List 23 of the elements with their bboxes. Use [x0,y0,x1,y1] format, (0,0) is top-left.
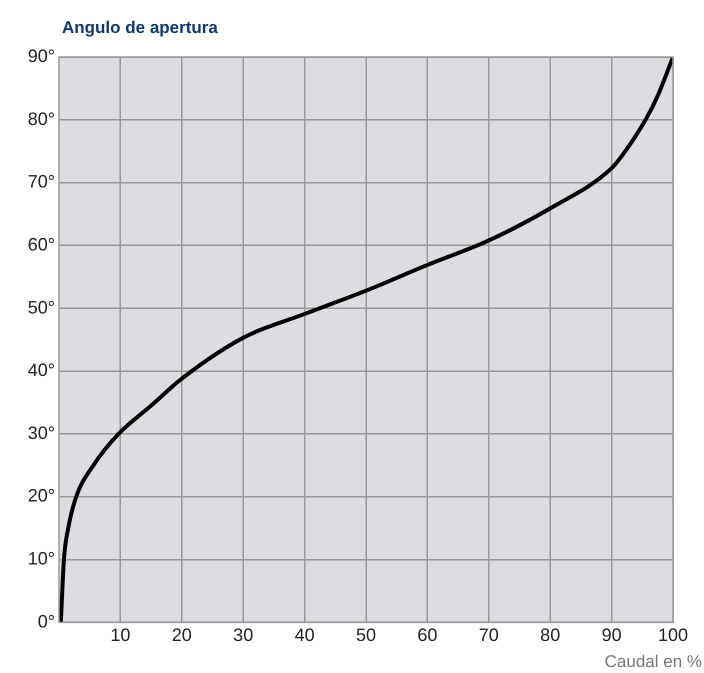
y-tick-label: 50° [28,297,55,318]
y-tick-label: 40° [28,360,55,380]
y-tick-label: 80° [28,108,55,129]
x-tick-label: 20 [172,625,192,646]
x-tick-label: 90 [602,625,622,646]
y-tick-label: 90° [28,46,55,66]
chart-title: Angulo de apertura [62,18,218,38]
y-tick-label: 10° [28,548,55,569]
x-tick-label: 50 [356,625,376,646]
x-tick-label: 100 [658,625,688,646]
y-tick-label: 20° [28,486,55,506]
x-axis-title: Caudal en % [604,652,703,672]
x-tick-label: 60 [417,625,438,646]
line-series [59,57,673,622]
y-tick-label: 30° [28,422,55,443]
x-tick-label: 10 [110,625,130,646]
x-tick-label: 80 [540,625,560,646]
y-tick-label: 0° [38,611,55,632]
y-tick-label: 60° [28,234,55,254]
x-tick-label: 70 [478,625,499,646]
y-tick-label: 70° [28,172,55,192]
x-tick-label: 40 [294,625,315,646]
x-tick-label: 30 [233,625,254,646]
